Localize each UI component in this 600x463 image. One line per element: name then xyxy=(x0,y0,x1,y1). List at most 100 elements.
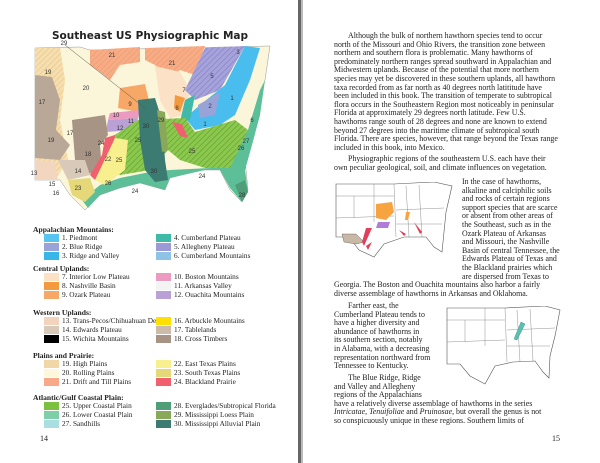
map-label: 25 xyxy=(135,138,142,144)
map-label: 12 xyxy=(117,126,124,132)
text-line: have a higher diversity and xyxy=(334,318,420,328)
text-line: and Missouri, the Nashville xyxy=(462,237,550,247)
map-label: 17 xyxy=(67,131,74,137)
legend-label: 24. Blackland Prairie xyxy=(174,377,236,386)
legend-label: 17. Tablelands xyxy=(174,325,217,334)
legend-item: 1. Piedmont xyxy=(44,233,97,243)
map-label: 24 xyxy=(199,174,206,180)
text-line: beyond 27 degrees into the maritime clim… xyxy=(334,125,540,135)
legend-item: 21. Drift and Till Plains xyxy=(44,377,131,387)
region-nashville-basin xyxy=(174,95,185,112)
legend-label: 13. Trans-Pecos/Chihuahuan Desert xyxy=(62,316,167,325)
map-label: 1 xyxy=(230,96,234,102)
legend-item: 29. Mississippi Loess Plain xyxy=(156,410,254,420)
text-line: northern and southern flora is problemat… xyxy=(334,48,533,58)
legend-item: 22. East Texas Plains xyxy=(156,359,236,369)
legend-item: 20. Rolling Plains xyxy=(44,368,115,378)
legend-swatch xyxy=(44,243,59,252)
text-line: Tennessee to Kentucky. xyxy=(334,361,409,371)
legend-label: 2. Blue Ridge xyxy=(62,242,103,251)
text-line: hawthorns range south of 28 degrees and … xyxy=(334,117,547,126)
inset-cumberland xyxy=(513,321,526,341)
legend-item: 10. Boston Mountains xyxy=(156,272,239,282)
legend-item: 15. Wichita Mountains xyxy=(44,334,129,344)
book-gutter xyxy=(298,0,301,463)
legend-label: 25. Upper Coastal Plain xyxy=(62,401,132,410)
region-blue-ridge xyxy=(198,92,220,118)
legend-item: 17. Tablelands xyxy=(156,325,217,335)
legend-swatch xyxy=(156,317,171,326)
legend-item: 14. Edwards Plateau xyxy=(44,325,122,335)
map-label: 20 xyxy=(83,86,90,92)
inset-map-cumberland-plateau xyxy=(446,306,561,385)
map-title: Southeast US Physiographic Map xyxy=(52,30,248,42)
region-blackland-prairie-east xyxy=(172,122,188,138)
legend-swatch xyxy=(44,420,59,429)
inset-ouachita xyxy=(376,222,390,228)
legend-item: 12. Ouachita Mountains xyxy=(156,290,244,300)
page-number-right: 15 xyxy=(552,434,560,443)
text-line: Basin of central Tennessee, the xyxy=(462,245,560,255)
legend-swatch xyxy=(44,234,59,243)
text-line: Farther east, the xyxy=(348,301,399,310)
text-line: Georgia. The Boston and Ouachita mountai… xyxy=(334,280,541,289)
legend-swatch xyxy=(156,369,171,378)
text-span: , but overall the genus is not xyxy=(452,407,542,417)
map-label: 5 xyxy=(210,74,214,80)
book-gutter-shadow xyxy=(301,0,303,463)
text-line: Physiographic regions of the southeaster… xyxy=(348,154,546,163)
text-line: Intricatae, Tenuifoliae and Pruinosae, b… xyxy=(334,408,541,417)
text-line: Florida at approximately 29 degrees nort… xyxy=(334,108,526,118)
legend-item: 6. Cumberland Mountains xyxy=(156,251,251,261)
map-label: 25 xyxy=(189,149,196,155)
map-label: 26 xyxy=(105,181,112,187)
series-name: Pruinosae xyxy=(419,407,453,417)
region-boston-mountains xyxy=(108,110,140,120)
legend-item: 18. Cross Timbers xyxy=(156,334,227,344)
legend-swatch xyxy=(44,252,59,261)
region-loess-plain xyxy=(157,110,168,152)
legend-swatch xyxy=(156,378,171,387)
text-span: have a relatively diverse assemblage of … xyxy=(334,398,533,408)
leader-line xyxy=(64,44,146,109)
text-line: in Alabama, with a decreasing xyxy=(334,344,430,353)
map-label: 18 xyxy=(85,152,92,158)
map-label: 17 xyxy=(39,100,46,106)
legend-swatch xyxy=(44,402,59,411)
legend-item: 9. Ozark Plateau xyxy=(44,290,111,300)
legend-label: 30. Mississippi Alluvial Plain xyxy=(174,419,261,428)
text-line: so conspicuously unique in these regions… xyxy=(334,416,525,425)
region-south-texas-plains xyxy=(68,178,95,202)
inset-nashville xyxy=(405,212,410,220)
legend-item: 16. Arbuckle Mountains xyxy=(156,316,245,326)
legend-label: 6. Cumberland Mountains xyxy=(174,251,251,260)
legend-label: 19. High Plains xyxy=(62,359,108,368)
legend-label: 9. Ozark Plateau xyxy=(62,290,111,299)
map-label: 27 xyxy=(243,139,250,145)
legend-label: 29. Mississippi Loess Plain xyxy=(174,410,254,419)
text-line: the Southeast, such as in the xyxy=(462,220,551,229)
legend-item: 8. Nashville Basin xyxy=(44,281,116,291)
text-line: regions of the Appalachians xyxy=(334,390,422,400)
legend-group-heading: Western Uplands: xyxy=(33,308,92,317)
map-label: 7 xyxy=(182,88,186,94)
legend-label: 10. Boston Mountains xyxy=(174,272,239,281)
legend-label: 22. East Texas Plains xyxy=(174,359,236,368)
map-label: 24 xyxy=(98,141,105,147)
region-trans-pecos xyxy=(35,160,58,180)
text-line: The Blue Ridge, Ridge xyxy=(348,373,421,382)
inset-edwards xyxy=(341,233,365,245)
legend-item: 19. High Plains xyxy=(44,359,108,369)
map-label: 14 xyxy=(75,169,82,175)
legend-swatch xyxy=(156,291,171,300)
legend-label: 26. Lower Coastal Plain xyxy=(62,410,133,419)
map-label: 19 xyxy=(48,138,55,144)
legend-swatch xyxy=(156,411,171,420)
legend-item: 28. Everglades/Subtropical Florida xyxy=(156,401,276,411)
map-label: 10 xyxy=(113,113,120,119)
legend-item: 13. Trans-Pecos/Chihuahuan Desert xyxy=(44,316,167,326)
legend-swatch xyxy=(156,360,171,369)
map-label: 9 xyxy=(128,102,132,108)
legend-swatch xyxy=(156,273,171,282)
inset-ozark xyxy=(376,202,394,220)
